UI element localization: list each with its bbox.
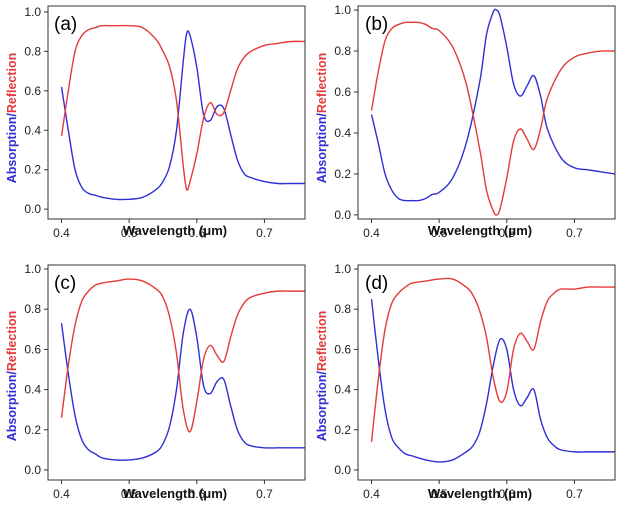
y-axis-label-part: /	[315, 113, 329, 117]
y-tick-label: 1.0	[24, 5, 41, 19]
y-tick-label: 0.6	[24, 84, 41, 98]
y-tick-label: 1.0	[334, 262, 351, 276]
x-axis-label: Wavelength (μm)	[428, 486, 532, 501]
y-tick-label: 0.4	[334, 126, 351, 140]
y-tick-label: 0.6	[334, 85, 351, 99]
y-axis-label-part: Reflection	[5, 311, 19, 371]
series-line-reflection	[60, 278, 305, 433]
y-tick-label: 0.0	[334, 208, 351, 222]
x-tick-label: 0.6	[498, 226, 515, 240]
y-axis-label-part: /	[5, 371, 19, 375]
series-line-reflection	[370, 277, 615, 442]
series-line-reflection	[60, 24, 305, 191]
y-axis-label-part: Absorption	[315, 375, 329, 442]
chart-panel-d: 0.4 0.5 0.6 0.7 0.0 0.2 0.4 0.6 0.8 1.0 (d) Wavelen…	[315, 262, 616, 501]
y-tick-label: 1.0	[24, 262, 41, 276]
chart-panel-a: 0.4 0.5 0.6 0.7 0.0 0.2 0.4 0.6 0.8 1.0 (a) Wavelen…	[5, 5, 306, 240]
plot-frame	[47, 5, 306, 220]
y-tick-label: 0.8	[334, 44, 351, 58]
x-tick-label: 0.6	[188, 226, 205, 240]
y-tick-label: 0.2	[24, 423, 41, 437]
y-tick-label: 0.2	[24, 163, 41, 177]
plot-frame	[357, 264, 616, 481]
x-tick-label: 0.4	[53, 226, 70, 240]
x-tick-label: 0.5	[431, 487, 448, 501]
x-tick-label: 0.7	[566, 226, 583, 240]
y-axis-label-part: Reflection	[5, 53, 19, 113]
x-tick-label: 0.4	[363, 487, 380, 501]
y-tick-label: 0.2	[334, 167, 351, 181]
x-tick-label: 0.7	[256, 226, 273, 240]
y-tick-label: 0.6	[24, 342, 41, 356]
y-tick-label: 0.0	[24, 202, 41, 216]
x-tick-label: 0.6	[498, 487, 515, 501]
y-tick-label: 0.6	[334, 342, 351, 356]
y-tick-label: 0.2	[334, 423, 351, 437]
panel-label: (d)	[365, 273, 388, 294]
y-axis-label-part: /	[315, 371, 329, 375]
panel-label: (b)	[365, 14, 388, 35]
y-axis-label-part: Absorption	[5, 117, 19, 184]
series-line-reflection	[370, 21, 615, 216]
x-tick-label: 0.5	[121, 487, 138, 501]
series-line-absorption	[370, 8, 615, 202]
y-axis-label: Absorption/Reflection	[315, 311, 329, 442]
y-tick-label: 1.0	[334, 3, 351, 17]
y-tick-label: 0.0	[334, 463, 351, 477]
y-axis-label-part: Absorption	[315, 117, 329, 184]
plot-frame	[47, 264, 306, 481]
y-axis-label: Absorption/Reflection	[5, 53, 19, 184]
panel-label: (c)	[54, 273, 76, 294]
x-tick-label: 0.5	[121, 226, 138, 240]
x-tick-label: 0.6	[188, 487, 205, 501]
chart-panel-b: 0.4 0.5 0.6 0.7 0.0 0.2 0.4 0.6 0.8 1.0 (b) Wavelen…	[315, 3, 616, 240]
x-tick-label: 0.5	[431, 226, 448, 240]
y-tick-label: 0.0	[24, 463, 41, 477]
x-tick-label: 0.4	[53, 487, 70, 501]
x-tick-label: 0.4	[363, 226, 380, 240]
y-axis-label-part: Reflection	[315, 53, 329, 113]
x-tick-label: 0.7	[256, 487, 273, 501]
x-axis-label: Wavelength (μm)	[428, 223, 532, 238]
y-axis-label: Absorption/Reflection	[315, 53, 329, 184]
x-axis-label: Wavelength (μm)	[123, 486, 227, 501]
plot-frame	[357, 5, 616, 220]
y-tick-label: 0.4	[24, 123, 41, 137]
y-axis-label-part: Absorption	[5, 375, 19, 442]
y-tick-label: 0.8	[24, 302, 41, 316]
series-line-absorption	[60, 30, 305, 201]
y-axis-label: Absorption/Reflection	[5, 311, 19, 442]
y-axis-label-part: /	[5, 113, 19, 117]
y-tick-label: 0.8	[334, 302, 351, 316]
series-line-absorption	[60, 308, 305, 461]
y-tick-label: 0.8	[24, 44, 41, 58]
chart-panel-c: 0.4 0.5 0.6 0.7 0.0 0.2 0.4 0.6 0.8 1.0 (c) Wavelen…	[5, 262, 306, 501]
x-axis-label: Wavelength (μm)	[123, 223, 227, 238]
y-tick-label: 0.4	[334, 383, 351, 397]
panel-label: (a)	[54, 14, 77, 35]
series-line-absorption	[370, 299, 615, 463]
x-tick-label: 0.7	[566, 487, 583, 501]
y-axis-label-part: Reflection	[315, 311, 329, 371]
y-tick-label: 0.4	[24, 383, 41, 397]
